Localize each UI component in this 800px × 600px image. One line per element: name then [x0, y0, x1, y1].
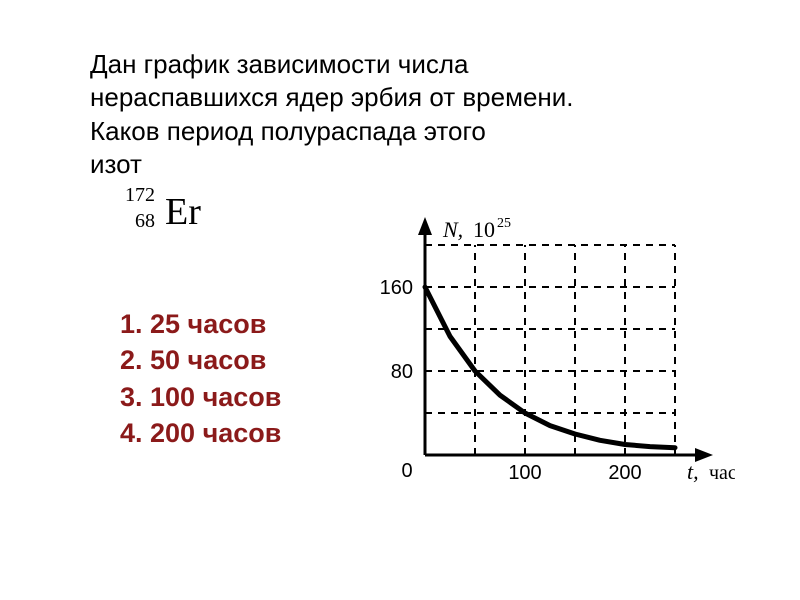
question-line3: Каков период полураспада этого	[90, 116, 486, 146]
svg-text:t,: t,	[687, 459, 699, 484]
isotope-mass: 172	[125, 184, 155, 207]
question-line4: изот	[90, 149, 142, 179]
question-line2: нераспавшихся ядер эрбия от времени.	[90, 82, 574, 112]
svg-text:160: 160	[380, 277, 413, 299]
answer-3: 3. 100 часов	[120, 379, 281, 415]
svg-text:100: 100	[508, 462, 541, 484]
question-text: Дан график зависимости числа нераспавших…	[90, 48, 710, 181]
question-line1: Дан график зависимости числа	[90, 49, 469, 79]
isotope-z: 68	[135, 210, 155, 233]
y-axis-label: N,	[442, 217, 463, 242]
answer-2: 2. 50 часов	[120, 342, 281, 378]
svg-text:10: 10	[473, 217, 495, 242]
decay-chart: 0 80 160 100 200 N, 1025 t, час	[335, 200, 735, 510]
isotope-element: Er	[165, 190, 201, 234]
answer-options: 1. 25 часов 2. 50 часов 3. 100 часов 4. …	[120, 306, 281, 452]
answer-4: 4. 200 часов	[120, 415, 281, 451]
svg-text:25: 25	[497, 216, 511, 231]
answer-1: 1. 25 часов	[120, 306, 281, 342]
svg-text:80: 80	[391, 361, 413, 383]
svg-text:0: 0	[401, 460, 412, 482]
svg-text:200: 200	[608, 462, 641, 484]
svg-text:час: час	[709, 462, 735, 484]
